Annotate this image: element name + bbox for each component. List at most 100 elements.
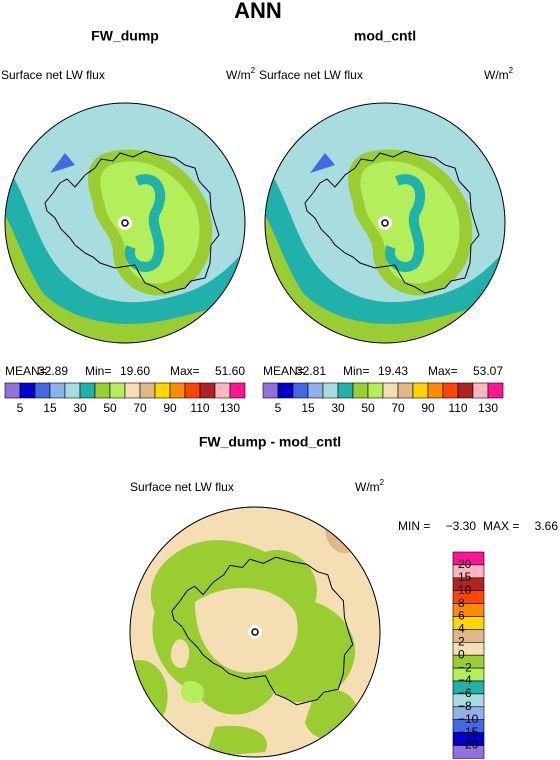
colorbar-label: 4	[458, 622, 465, 636]
colorbar-label: 5	[275, 401, 282, 415]
colorbar-label: 15	[301, 401, 315, 415]
diff-stats: MIN = −3.30 MAX = 3.66	[398, 519, 558, 533]
stat-value: 51.60	[215, 364, 245, 378]
colorbar-swatch	[64, 382, 81, 399]
stat-label: Max=	[170, 364, 200, 378]
colorbar-label: −10	[458, 712, 479, 726]
colorbar-swatch	[199, 382, 216, 399]
pole	[251, 628, 259, 636]
colorbar-label: 50	[103, 401, 117, 415]
colorbar-label: 130	[220, 401, 240, 415]
variable-label: Surface net LW flux	[1, 68, 105, 82]
band	[50, 153, 75, 173]
colorbar-swatch	[292, 382, 309, 399]
pole	[121, 219, 129, 227]
colorbar-label: 2	[458, 634, 465, 648]
colorbar-swatch	[452, 745, 485, 759]
colorbar-swatch	[352, 382, 369, 399]
colorbar-swatch	[427, 382, 444, 399]
units-sup: 2	[380, 478, 385, 487]
units-label: W/m2	[226, 66, 256, 82]
stat-value: 3.66	[535, 519, 559, 533]
colorbar-swatch	[337, 382, 354, 399]
colorbar-swatch	[382, 382, 399, 399]
panel-title: mod_cntl	[354, 28, 416, 44]
units: W/m	[226, 68, 251, 82]
land-outline	[171, 556, 354, 706]
stat-value: 32.81	[296, 364, 326, 378]
colorbar-swatch	[457, 382, 474, 399]
pole	[248, 625, 262, 639]
units: W/m	[355, 480, 380, 494]
colorbar-swatch	[397, 382, 414, 399]
swirl	[124, 174, 166, 272]
panel-title: FW_dump - mod_cntl	[199, 434, 341, 450]
colorbar-label: 15	[458, 570, 472, 584]
units-label: W/m2	[484, 66, 514, 82]
polar-map	[4, 102, 246, 344]
colorbar-label: 0	[458, 647, 465, 661]
band	[5, 198, 245, 343]
figure-title: ANN	[234, 0, 282, 23]
stat-label: Min=	[343, 364, 369, 378]
colorbar-swatch	[367, 382, 384, 399]
colorbar-swatch	[322, 382, 339, 399]
colorbar-swatch	[79, 382, 96, 399]
anomaly	[180, 681, 205, 704]
colorbar-swatch	[307, 382, 324, 399]
colorbar-swatch	[442, 382, 459, 399]
stat-label: MAX =	[483, 519, 519, 533]
panel-stats: MEAN=32.89 Min= 19.60 Max= 51.60	[5, 364, 245, 378]
colorbar-swatch	[49, 382, 66, 399]
colorbar-label: 20	[458, 557, 472, 571]
colorbar-label: −15	[458, 725, 479, 739]
stat-label: MEAN=	[263, 364, 305, 378]
band	[5, 153, 245, 343]
colorbar-label: 30	[331, 401, 345, 415]
map-border	[4, 102, 246, 344]
colorbar-swatch	[184, 382, 201, 399]
colorbar-swatch	[34, 382, 51, 399]
land-outline	[44, 150, 220, 294]
pole	[118, 216, 132, 230]
map-border	[264, 102, 506, 344]
stat-value: 19.60	[120, 364, 150, 378]
colorbar-label: 90	[163, 401, 177, 415]
band	[265, 198, 505, 343]
colorbar-label: 5	[17, 401, 24, 415]
colorbar-swatch	[472, 382, 489, 399]
colorbar-swatch	[124, 382, 141, 399]
stat-label: Max=	[428, 364, 458, 378]
colorbar-label: 110	[190, 401, 209, 415]
anomaly	[170, 639, 190, 668]
colorbar-label: 90	[421, 401, 435, 415]
colorbar-swatch	[19, 382, 36, 399]
colorbar-swatch	[94, 382, 111, 399]
colorbar-label: 50	[361, 401, 375, 415]
colorbar-label: −6	[458, 686, 472, 700]
colorbar-label: 130	[478, 401, 498, 415]
colorbar-label: 6	[458, 609, 465, 623]
land-outline	[304, 150, 480, 294]
colorbar-swatch	[412, 382, 429, 399]
colorbar-label: −2	[458, 660, 472, 674]
colorbar-swatch	[214, 382, 231, 399]
stat-label: MIN =	[398, 519, 430, 533]
stat-value: 32.89	[38, 364, 68, 378]
pole	[378, 216, 392, 230]
swirl	[384, 174, 426, 272]
polar-map	[264, 102, 506, 344]
stat-value: −3.30	[446, 519, 477, 533]
colorbar-label: −4	[458, 673, 472, 687]
colorbar-label: 8	[458, 596, 465, 610]
colorbar-swatch	[109, 382, 126, 399]
pole	[381, 219, 389, 227]
anomaly	[195, 588, 298, 673]
colorbar-swatch	[229, 382, 246, 399]
units-sup: 2	[251, 66, 256, 75]
band	[310, 153, 335, 173]
units-sup: 2	[509, 66, 514, 75]
units: W/m	[484, 68, 509, 82]
colorbar-swatch	[277, 382, 294, 399]
